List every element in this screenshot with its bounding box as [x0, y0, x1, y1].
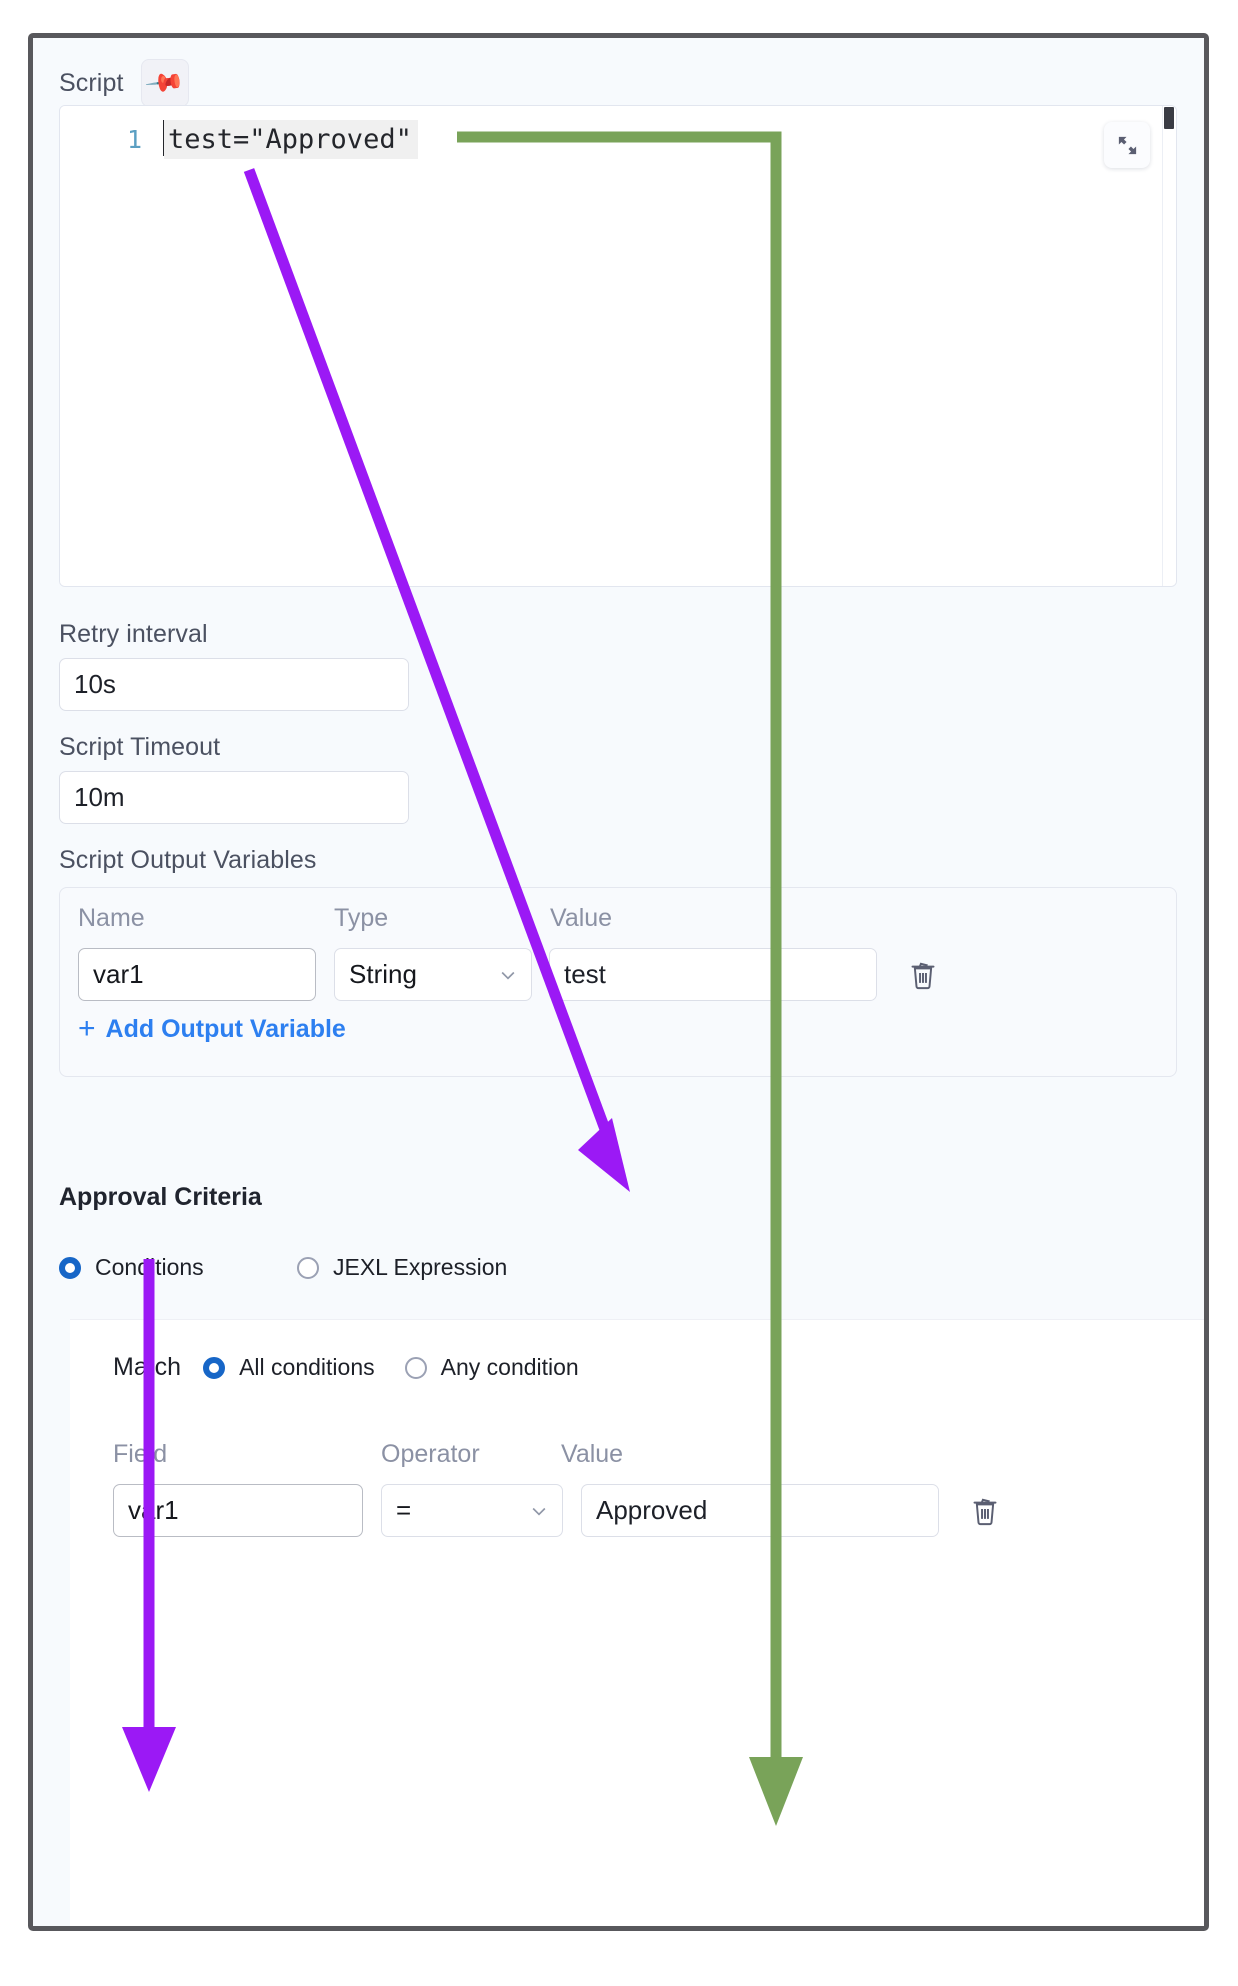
script-settings-panel: Script 📌 1 test="Approved" — [28, 33, 1209, 1931]
chevron-down-icon — [498, 965, 518, 985]
condition-row: = 📌 — [113, 1484, 1005, 1537]
radio-unselected-icon[interactable] — [297, 1256, 319, 1279]
match-any-condition-option[interactable]: Any condition — [404, 1354, 579, 1381]
output-variable-value-field: 📌 — [549, 948, 877, 1001]
condition-value-field: 📌 — [581, 1484, 939, 1537]
column-header-value: Value — [550, 904, 613, 932]
script-output-variables-card: Name Type Value String — [59, 887, 1177, 1077]
match-all-conditions-label: All conditions — [239, 1354, 375, 1380]
chevron-down-icon — [529, 1501, 549, 1521]
code-line-1[interactable]: test="Approved" — [164, 120, 418, 159]
script-header-row: Script 📌 — [59, 59, 189, 107]
script-timeout-input-wrap[interactable]: 📌 — [59, 771, 409, 824]
script-label: Script — [59, 68, 124, 97]
match-any-condition-label: Any condition — [440, 1354, 579, 1380]
output-variables-column-headers: Name Type Value — [78, 904, 1138, 946]
line-number: 1 — [126, 125, 142, 154]
retry-interval-label: Retry interval — [59, 620, 208, 648]
match-row: Match All conditions Any condition — [113, 1353, 579, 1382]
radio-selected-icon[interactable] — [203, 1356, 226, 1379]
column-header-field: Field — [113, 1440, 168, 1468]
panel-scroll-area[interactable]: Script 📌 1 test="Approved" — [33, 38, 1204, 1926]
plus-icon: + — [78, 1012, 96, 1045]
output-variable-value-input[interactable] — [550, 949, 876, 1000]
match-all-conditions-option[interactable]: All conditions — [203, 1354, 375, 1381]
approval-criteria-title: Approval Criteria — [59, 1183, 262, 1211]
output-variable-type-select[interactable]: String — [334, 948, 532, 1001]
approval-mode-conditions-label: Conditions — [95, 1254, 204, 1280]
approval-mode-jexl-label: JEXL Expression — [333, 1254, 508, 1280]
conditions-panel: Match All conditions Any condition Field… — [70, 1319, 1204, 1926]
output-variable-value-input-wrap[interactable]: 📌 — [549, 948, 877, 1001]
expand-icon — [1118, 136, 1136, 154]
script-pin-button[interactable]: 📌 — [140, 59, 189, 107]
condition-value-input[interactable] — [582, 1485, 938, 1536]
retry-interval-field: Retry interval 📌 — [59, 620, 409, 711]
expand-editor-button[interactable] — [1104, 122, 1150, 168]
condition-field-input[interactable] — [113, 1484, 363, 1537]
output-variable-row: String 📌 — [78, 948, 943, 1001]
script-output-variables-label: Script Output Variables — [59, 846, 317, 874]
add-output-variable-label: Add Output Variable — [105, 1014, 346, 1043]
script-timeout-input[interactable] — [60, 772, 408, 823]
script-timeout-label: Script Timeout — [59, 733, 221, 761]
retry-interval-input[interactable] — [60, 659, 408, 710]
approval-mode-jexl-option[interactable]: JEXL Expression — [297, 1254, 507, 1281]
scrollbar-thumb[interactable] — [1164, 107, 1174, 129]
add-output-variable-button[interactable]: + Add Output Variable — [78, 1014, 346, 1044]
condition-operator-select[interactable]: = — [381, 1484, 563, 1537]
trash-icon — [911, 962, 935, 989]
output-variable-type-value: String — [349, 959, 417, 989]
retry-interval-input-wrap[interactable]: 📌 — [59, 658, 409, 711]
trash-icon — [973, 1498, 997, 1525]
radio-selected-icon[interactable] — [59, 1256, 81, 1279]
output-variable-name-input[interactable] — [78, 948, 316, 1001]
radio-unselected-icon[interactable] — [404, 1356, 427, 1379]
column-header-operator: Operator — [381, 1440, 480, 1468]
column-header-name: Name — [78, 904, 145, 932]
column-header-value: Value — [561, 1440, 624, 1468]
delete-output-variable-button[interactable] — [903, 953, 943, 997]
script-code-editor[interactable]: 1 test="Approved" — [59, 105, 1177, 587]
column-header-type: Type — [334, 904, 389, 932]
editor-gutter: 1 — [60, 106, 156, 586]
script-timeout-field: Script Timeout 📌 — [59, 733, 409, 824]
editor-vertical-scrollbar[interactable] — [1162, 106, 1176, 586]
condition-operator-value: = — [396, 1495, 412, 1525]
condition-value-input-wrap[interactable]: 📌 — [581, 1484, 939, 1537]
delete-condition-button[interactable] — [965, 1489, 1005, 1533]
match-label: Match — [113, 1353, 182, 1381]
pin-icon: 📌 — [143, 61, 186, 104]
approval-mode-conditions-option[interactable]: Conditions — [59, 1254, 204, 1281]
